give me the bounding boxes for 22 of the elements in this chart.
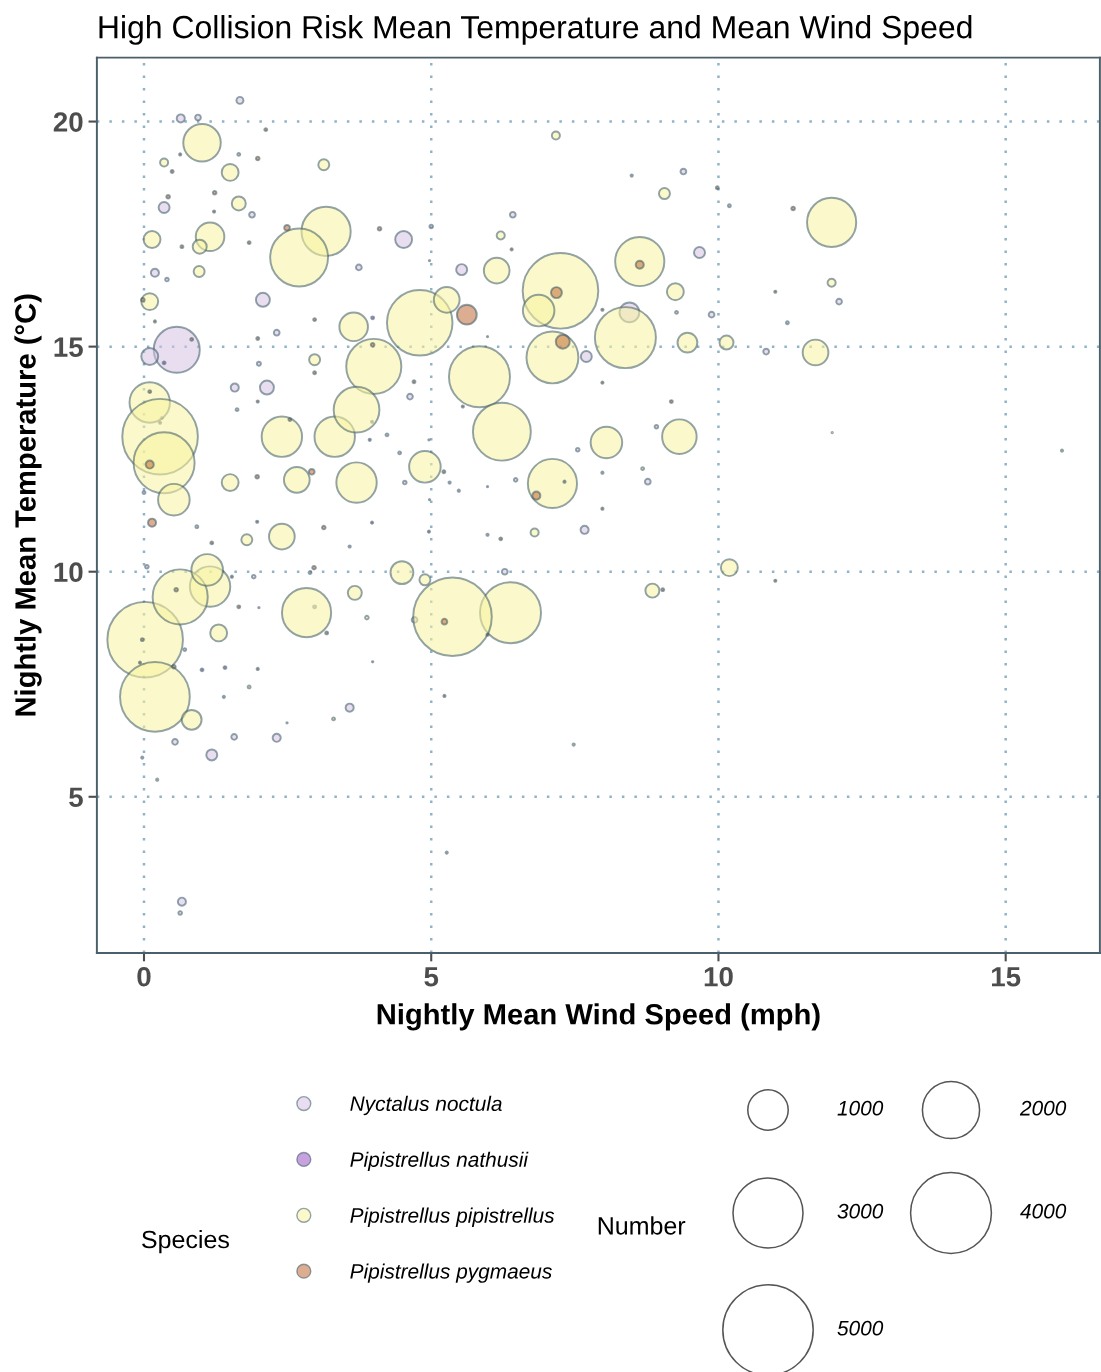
x-tick-label: 10 bbox=[704, 966, 733, 987]
legend-label: 4000 bbox=[1020, 1203, 1067, 1219]
text: Number bbox=[598, 1216, 686, 1235]
legend-label: Nyctalus noctula bbox=[350, 1095, 502, 1116]
legend-label: Pipistrellus pipistrellus bbox=[350, 1207, 555, 1227]
x-tick-label: 5 bbox=[424, 967, 439, 987]
x-tick-label: 0 bbox=[137, 966, 151, 987]
y-tick-label: 10 bbox=[54, 562, 83, 583]
legend-label: 1000 bbox=[837, 1100, 884, 1116]
x-tick-label: 15 bbox=[991, 967, 1021, 987]
x-axis-title: Nightly Mean Wind Speed (mph) bbox=[377, 1003, 820, 1031]
y-axis-title: Nightly Mean Temperature (°C) bbox=[14, 294, 42, 716]
legend-label: 3000 bbox=[837, 1203, 884, 1219]
y-tick-label: 20 bbox=[53, 112, 83, 132]
legend-title: Species bbox=[142, 1230, 229, 1254]
legend-label: 2000 bbox=[1019, 1100, 1067, 1116]
legend-label: Pipistrellus nathusii bbox=[350, 1151, 529, 1172]
y-tick-label: 15 bbox=[54, 337, 83, 357]
legend-label: Pipistrellus pygmaeus bbox=[350, 1263, 552, 1283]
y-tick-label: 5 bbox=[69, 787, 83, 808]
chart-title: High Collision Risk Mean Temperature and Mean Wind Speed bbox=[99, 15, 972, 45]
legend-label: 5000 bbox=[837, 1320, 884, 1336]
